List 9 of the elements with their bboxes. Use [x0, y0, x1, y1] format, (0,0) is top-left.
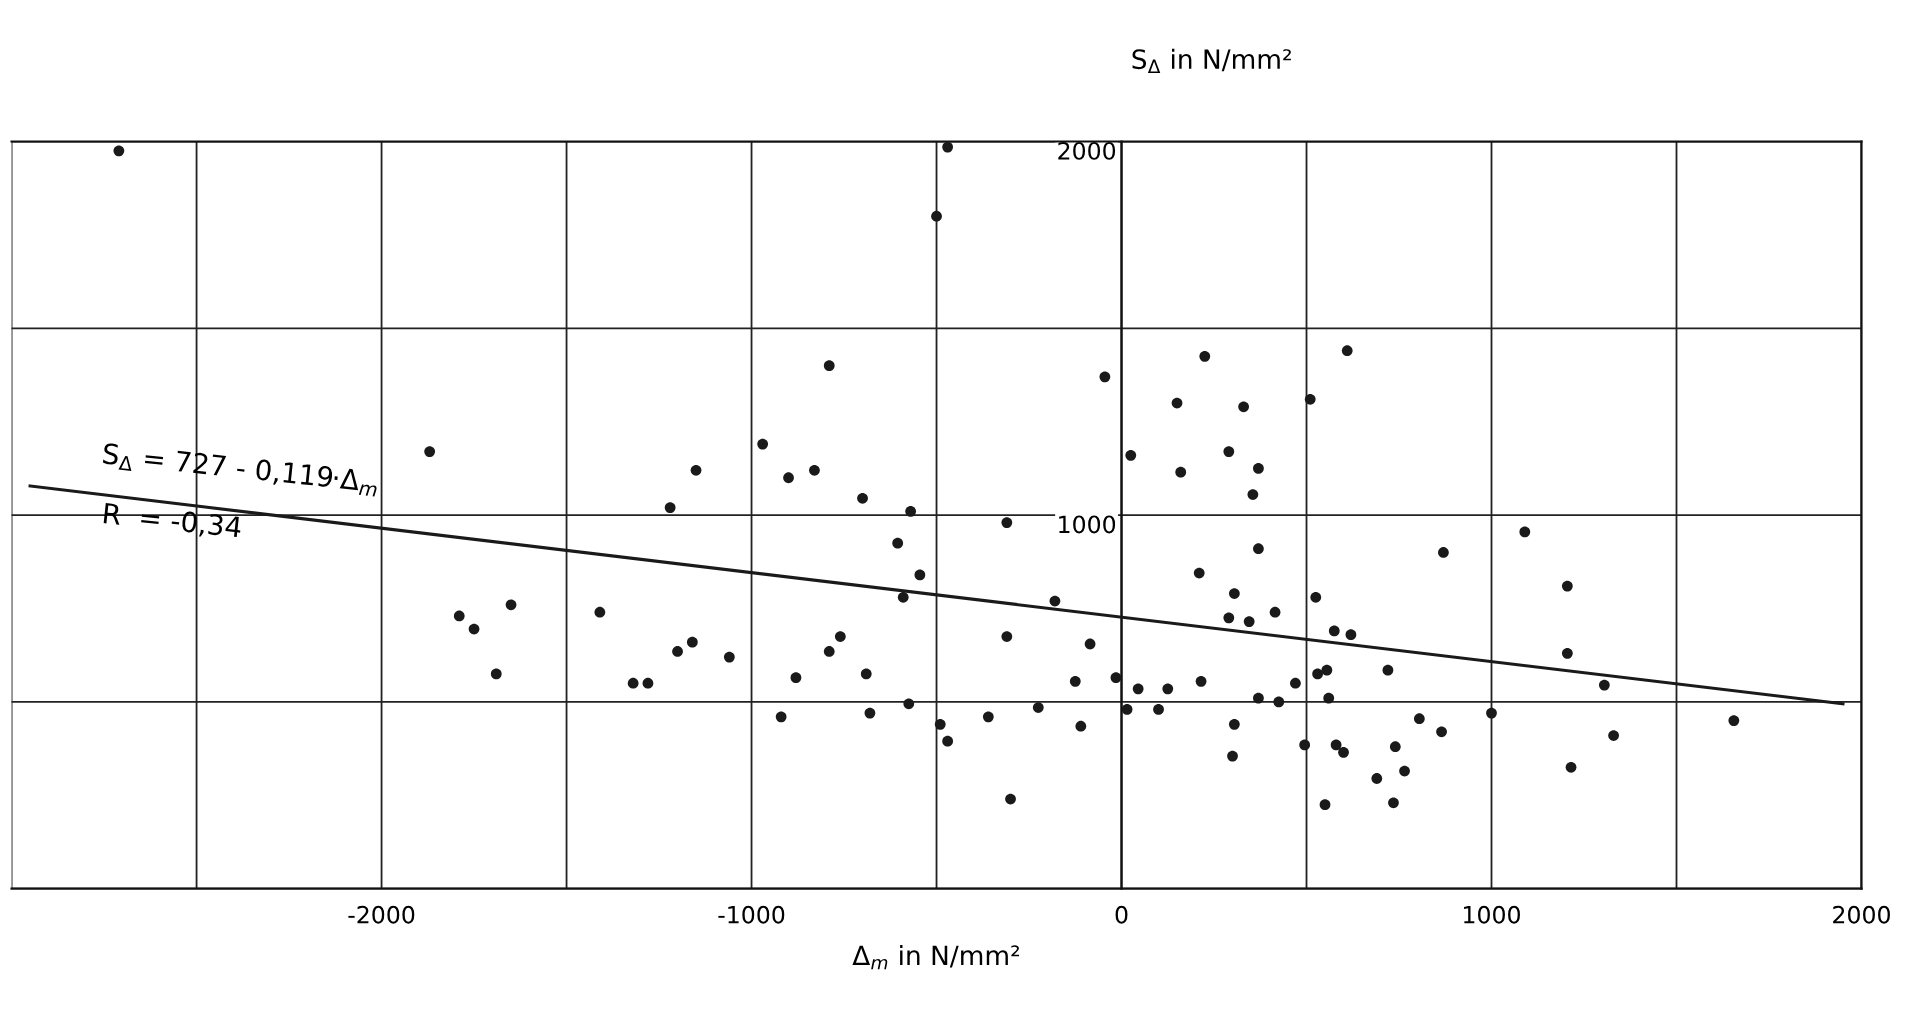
y-axis-title: S$_{Δ}$ in N/mm² — [1132, 48, 1291, 74]
x-axis-title: Δ$_{m}$ in N/mm² — [852, 944, 1020, 970]
annotation: R = -0,34 — [103, 502, 242, 541]
annotation: S$_{Δ}$ = 727 - 0,119·Δ$_{m}$ — [102, 442, 379, 497]
x-tick-label: 0 — [1115, 905, 1128, 924]
x-tick-label: -1000 — [718, 905, 785, 924]
x-tick-label: 2000 — [1833, 905, 1890, 924]
x-tick-label: -2000 — [348, 905, 415, 924]
x-tick-label: 1000 — [1464, 905, 1520, 924]
